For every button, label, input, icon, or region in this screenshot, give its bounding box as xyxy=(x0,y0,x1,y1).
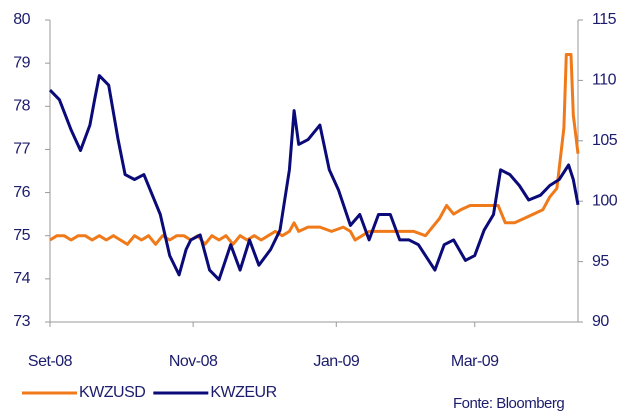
series-line xyxy=(48,74,580,282)
legend-label: KWZEUR xyxy=(210,384,276,401)
y-tick-label: 80 xyxy=(13,11,30,28)
source-note: Fonte: Bloomberg xyxy=(453,395,564,412)
y2-tick-label: 105 xyxy=(592,132,618,149)
y-tick-label: 76 xyxy=(13,184,30,201)
x-tick-label: Set-08 xyxy=(28,353,73,370)
y2-tick-label: 90 xyxy=(592,313,609,330)
y-tick-label: 75 xyxy=(13,227,30,244)
y-tick-label: 79 xyxy=(13,54,30,71)
y2-tick-label: 110 xyxy=(592,72,617,89)
y-tick-label: 73 xyxy=(13,313,30,330)
legend-label: KWZUSD xyxy=(79,384,145,401)
x-tick-label: Jan-09 xyxy=(313,353,360,370)
x-tick-label: Nov-08 xyxy=(169,353,218,370)
y-tick-label: 77 xyxy=(13,141,30,158)
y-tick-label: 78 xyxy=(13,98,30,115)
y2-tick-label: 95 xyxy=(592,253,609,270)
y-tick-label: 74 xyxy=(13,270,30,287)
y2-tick-label: 115 xyxy=(592,11,617,28)
x-tick-label: Mar-09 xyxy=(451,353,499,370)
y2-tick-label: 100 xyxy=(592,192,618,209)
series-line xyxy=(49,53,580,246)
